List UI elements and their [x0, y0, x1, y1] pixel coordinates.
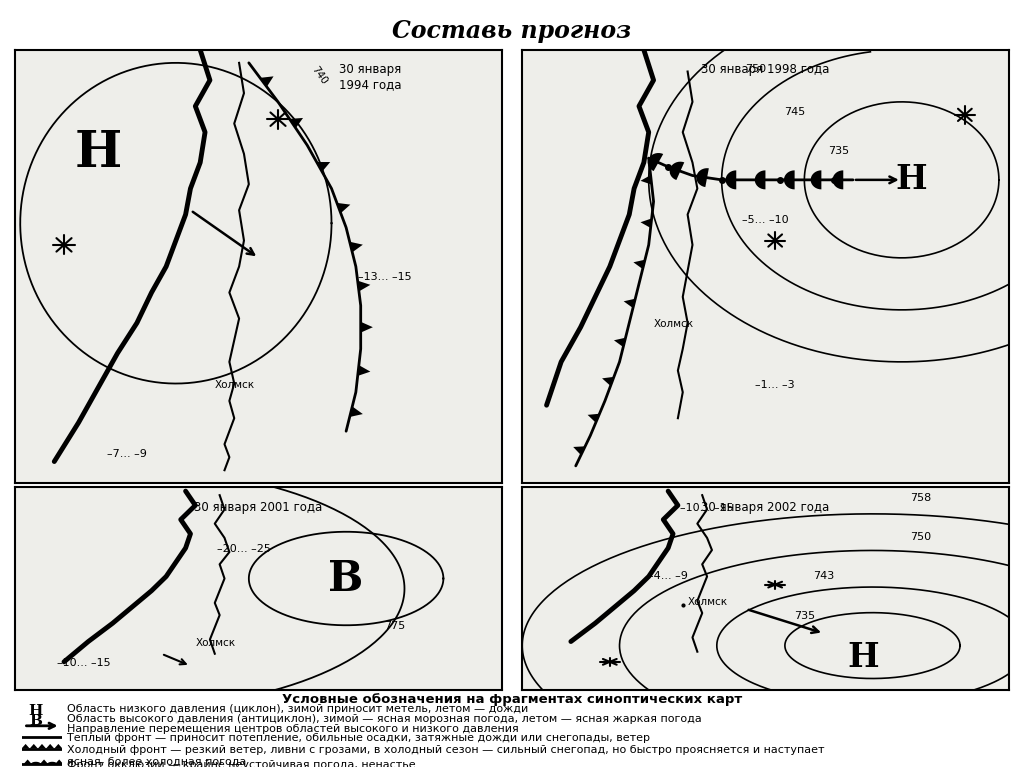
Polygon shape [624, 298, 635, 308]
Text: 750: 750 [910, 532, 932, 542]
Polygon shape [40, 759, 48, 764]
Text: –4... –9: –4... –9 [648, 571, 688, 581]
Text: Н: Н [896, 163, 927, 196]
Text: Область высокого давления (антициклон), зимой — ясная морозная погода, летом — я: Область высокого давления (антициклон), … [67, 714, 701, 724]
Text: Холмск: Холмск [653, 319, 693, 329]
Polygon shape [640, 219, 651, 228]
Text: Холмск: Холмск [215, 380, 255, 390]
Polygon shape [55, 759, 63, 764]
Polygon shape [260, 77, 273, 87]
Text: –5... –10: –5... –10 [742, 216, 788, 225]
Polygon shape [670, 162, 684, 180]
Text: 775: 775 [384, 621, 406, 631]
Polygon shape [24, 759, 32, 764]
Polygon shape [833, 170, 844, 189]
Polygon shape [602, 377, 614, 386]
Polygon shape [357, 281, 371, 291]
Polygon shape [31, 762, 41, 764]
Polygon shape [337, 203, 350, 213]
Polygon shape [24, 735, 26, 737]
Text: Н: Н [75, 130, 122, 179]
Polygon shape [811, 170, 821, 189]
Text: 30 января 2001 года: 30 января 2001 года [195, 502, 323, 514]
Text: 758: 758 [910, 493, 932, 503]
Text: –7... –9: –7... –9 [108, 449, 147, 459]
Polygon shape [46, 744, 54, 749]
Text: Холодный фронт — резкий ветер, ливни с грозами, в холодный сезон — сильный снего: Холодный фронт — резкий ветер, ливни с г… [67, 745, 824, 766]
Polygon shape [22, 744, 30, 749]
Polygon shape [573, 446, 585, 455]
Polygon shape [56, 735, 58, 737]
Polygon shape [47, 762, 57, 764]
Text: 735: 735 [794, 611, 815, 621]
Polygon shape [48, 735, 50, 737]
Polygon shape [755, 170, 766, 189]
Polygon shape [30, 744, 38, 749]
Text: В: В [30, 714, 42, 728]
Polygon shape [349, 407, 362, 417]
Polygon shape [357, 365, 371, 376]
Polygon shape [290, 118, 303, 128]
Polygon shape [349, 242, 362, 252]
Text: Составь прогноз: Составь прогноз [392, 19, 632, 43]
Polygon shape [360, 322, 373, 333]
Polygon shape [32, 735, 34, 737]
Text: Н: Н [29, 704, 43, 718]
Text: Условные обозначения на фрагментах синоптических карт: Условные обозначения на фрагментах синоп… [282, 693, 742, 706]
Polygon shape [614, 337, 626, 347]
Polygon shape [316, 162, 330, 172]
Text: –10... –15: –10... –15 [56, 658, 111, 668]
Text: 30 января 2002 года: 30 января 2002 года [701, 502, 829, 514]
Text: –1... –3: –1... –3 [756, 380, 795, 390]
Text: Направление перемещения центров областей высокого и низкого давления: Направление перемещения центров областей… [67, 723, 518, 733]
Text: Фронт окклюзии — крайне неустойчивая погода, ненастье: Фронт окклюзии — крайне неустойчивая пог… [67, 760, 415, 767]
Polygon shape [640, 175, 651, 185]
Text: 750: 750 [745, 64, 766, 74]
Text: 743: 743 [813, 571, 835, 581]
Polygon shape [54, 744, 62, 749]
Text: Теплый фронт — приносит потепление, обильные осадки, затяжные дожди или снегопад: Теплый фронт — приносит потепление, обил… [67, 733, 649, 743]
Polygon shape [784, 170, 795, 189]
Polygon shape [726, 170, 736, 189]
Polygon shape [40, 735, 42, 737]
Text: 740: 740 [309, 65, 329, 87]
Text: В: В [329, 558, 364, 600]
Polygon shape [696, 168, 709, 187]
Text: –20... –25: –20... –25 [217, 544, 271, 554]
Text: Холмск: Холмск [196, 637, 236, 647]
Text: Холмск: Холмск [688, 597, 728, 607]
Polygon shape [38, 744, 46, 749]
Text: –10... –15: –10... –15 [680, 503, 734, 513]
Polygon shape [588, 413, 599, 423]
Text: 745: 745 [784, 107, 805, 117]
Text: 30 января
1994 года: 30 января 1994 года [339, 63, 401, 91]
Text: 30 января 1998 года: 30 января 1998 года [701, 63, 829, 76]
Text: –13... –15: –13... –15 [358, 272, 412, 281]
Text: Н: Н [847, 641, 879, 674]
Polygon shape [634, 260, 645, 269]
Polygon shape [648, 153, 664, 171]
Text: Область низкого давления (циклон), зимой приносит метель, летом — дожди: Область низкого давления (циклон), зимой… [67, 704, 527, 714]
Text: 735: 735 [827, 146, 849, 156]
